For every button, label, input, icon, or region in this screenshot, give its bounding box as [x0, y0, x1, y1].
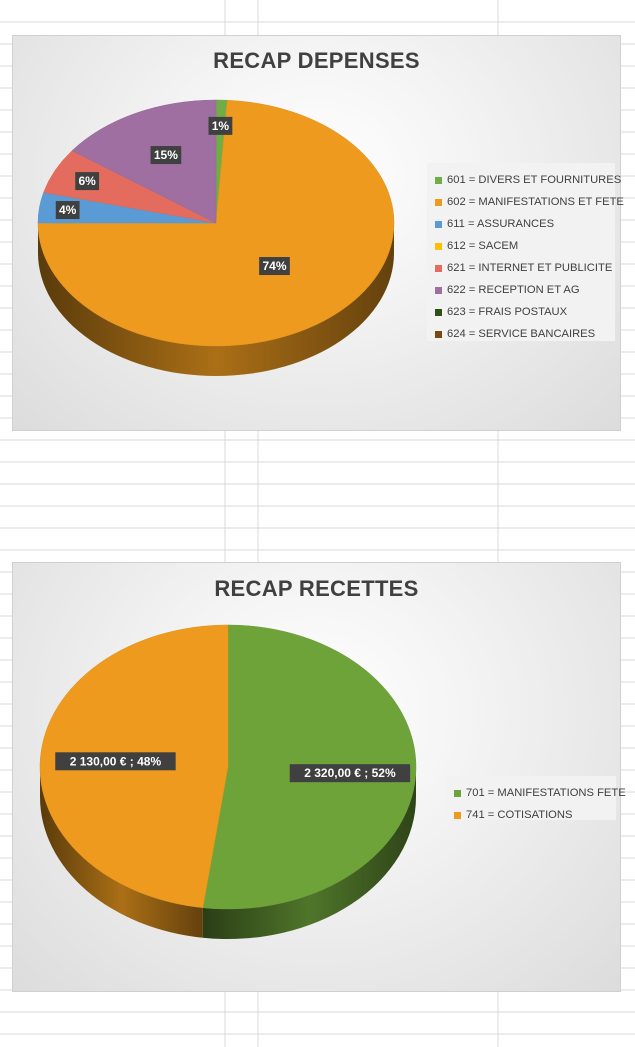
- svg-text:2 130,00 € ; 48%: 2 130,00 € ; 48%: [70, 754, 162, 768]
- legend-label: 621 = INTERNET ET PUBLICITE: [447, 262, 613, 274]
- slice-side-701-manifestations-fete: [202, 767, 416, 939]
- chart-title: RECAP DEPENSES: [213, 48, 420, 73]
- income-chart[interactable]: RECAP RECETTES 2 320,00 € ; 52% 2 130,00 …: [12, 562, 626, 993]
- legend-label: 611 = ASSURANCES: [447, 218, 555, 230]
- legend-label: 624 = SERVICE BANCAIRES: [447, 328, 596, 340]
- svg-text:4%: 4%: [59, 203, 77, 217]
- pie-top: [37, 99, 395, 347]
- data-label-741-cotisations: 2 130,00 € ; 48%: [55, 752, 176, 771]
- legend-item-602-manifestations-et-fete[interactable]: 602 = MANIFESTATIONS ET FETE: [435, 191, 624, 213]
- legend-item-611-assurances[interactable]: 611 = ASSURANCES: [435, 213, 607, 235]
- slice-side-602-manifestations-et-fete: [38, 223, 394, 376]
- legend-item-623-frais-postaux[interactable]: 623 = FRAIS POSTAUX: [435, 301, 607, 323]
- svg-text:2 320,00 € ; 52%: 2 320,00 € ; 52%: [304, 766, 396, 780]
- legend-swatch: [435, 242, 442, 250]
- data-label-611-assurances: 4%: [55, 201, 80, 220]
- pie-depth: [38, 223, 394, 376]
- legend-item-621-internet-et-publicite[interactable]: 621 = INTERNET ET PUBLICITE: [435, 257, 612, 279]
- legend-swatch: [435, 308, 442, 316]
- legend-swatch: [435, 264, 442, 272]
- legend-swatch: [435, 176, 442, 184]
- income-pie[interactable]: 2 320,00 € ; 52% 2 130,00 € ; 48%: [13, 563, 622, 993]
- legend-label: 622 = RECEPTION ET AG: [447, 284, 580, 296]
- slice-622-reception-et-ag[interactable]: [71, 99, 217, 224]
- legend-label: 602 = MANIFESTATIONS ET FETE: [447, 196, 624, 208]
- svg-text:1%: 1%: [212, 119, 230, 133]
- legend-swatch: [435, 220, 442, 228]
- legend-label: 612 = SACEM: [447, 240, 519, 252]
- legend-item-741-cotisations[interactable]: 741 = COTISATIONS: [454, 804, 608, 826]
- pie-labels: 1% 74% 4% 6% 15%: [55, 116, 290, 276]
- legend-swatch: [435, 330, 442, 338]
- legend-swatch: [435, 198, 442, 206]
- data-label-602-manifestations-et-fete: 74%: [259, 257, 290, 276]
- legend-swatch: [435, 286, 442, 294]
- pie-labels: 2 320,00 € ; 52% 2 130,00 € ; 48%: [55, 752, 411, 783]
- legend-label: 741 = COTISATIONS: [466, 809, 573, 821]
- pie-depth: [40, 767, 416, 939]
- data-label-601-divers-et-fournitures: 1%: [208, 116, 233, 135]
- expenses-chart[interactable]: RECAP DEPENSES 1% 74% 4% 6% 15% 601 = DIVERS…: [12, 35, 624, 432]
- slice-side-741-cotisations: [40, 767, 203, 938]
- svg-text:74%: 74%: [262, 259, 286, 273]
- legend-item-612-sacem[interactable]: 612 = SACEM: [435, 235, 607, 257]
- legend-item-701-manifestations-fete[interactable]: 701 = MANIFESTATIONS FETE: [454, 782, 626, 804]
- svg-text:6%: 6%: [78, 174, 96, 188]
- legend-label: 601 = DIVERS ET FOURNITURES: [447, 174, 622, 186]
- legend-item-601-divers-et-fournitures[interactable]: 601 = DIVERS ET FOURNITURES: [435, 169, 621, 191]
- expenses-pie[interactable]: 1% 74% 4% 6% 15%: [13, 36, 622, 432]
- legend-swatch: [454, 789, 461, 797]
- expenses-legend[interactable]: 601 = DIVERS ET FOURNITURES 602 = MANIFES…: [427, 163, 624, 341]
- data-label-622-reception-et-ag: 15%: [150, 146, 182, 165]
- data-label-701-manifestations-fete: 2 320,00 € ; 52%: [289, 764, 411, 783]
- svg-text:15%: 15%: [154, 148, 178, 162]
- legend-item-622-reception-et-ag[interactable]: 622 = RECEPTION ET AG: [435, 279, 607, 301]
- income-legend[interactable]: 701 = MANIFESTATIONS FETE 741 = COTISATIO…: [446, 776, 626, 821]
- legend-swatch: [454, 811, 461, 819]
- legend-label: 701 = MANIFESTATIONS FETE: [466, 787, 626, 799]
- chart-title: RECAP RECETTES: [214, 576, 419, 601]
- legend-item-624-service-bancaires[interactable]: 624 = SERVICE BANCAIRES: [435, 323, 607, 345]
- data-label-621-internet-et-publicite: 6%: [75, 172, 100, 191]
- legend-label: 623 = FRAIS POSTAUX: [447, 306, 568, 318]
